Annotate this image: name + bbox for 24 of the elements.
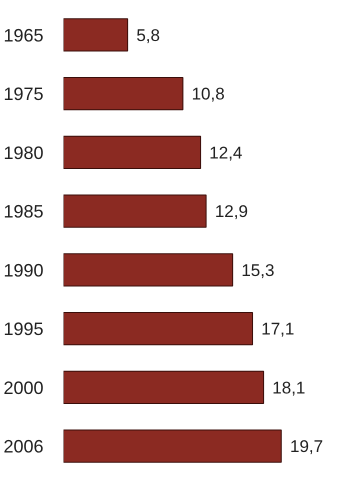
y-tick-label: 1990 — [3, 260, 44, 280]
bar — [64, 370, 264, 404]
y-tick-label: 2000 — [3, 378, 44, 398]
y-tick-label: 1980 — [3, 142, 44, 163]
data-label: 12,9 — [214, 202, 248, 222]
y-tick-label: 1985 — [3, 202, 44, 222]
y-tick-label: 2006 — [3, 436, 44, 457]
bar — [64, 429, 282, 463]
bar — [64, 76, 184, 110]
data-label: 19,7 — [290, 437, 324, 456]
data-label: 15,3 — [241, 260, 274, 280]
y-tick-label: 1965 — [3, 25, 44, 46]
bar — [64, 194, 207, 228]
bar — [64, 253, 234, 287]
data-label: 12,4 — [209, 143, 242, 162]
bar — [64, 18, 128, 52]
data-label: 18,1 — [272, 378, 306, 398]
y-tick-label: 1975 — [3, 84, 44, 104]
bar — [64, 312, 254, 346]
y-tick-label: 1995 — [3, 319, 44, 340]
data-label: 10,8 — [192, 84, 225, 104]
data-label: 17,1 — [261, 320, 294, 339]
bar — [64, 136, 202, 170]
data-label: 5,8 — [136, 26, 160, 45]
